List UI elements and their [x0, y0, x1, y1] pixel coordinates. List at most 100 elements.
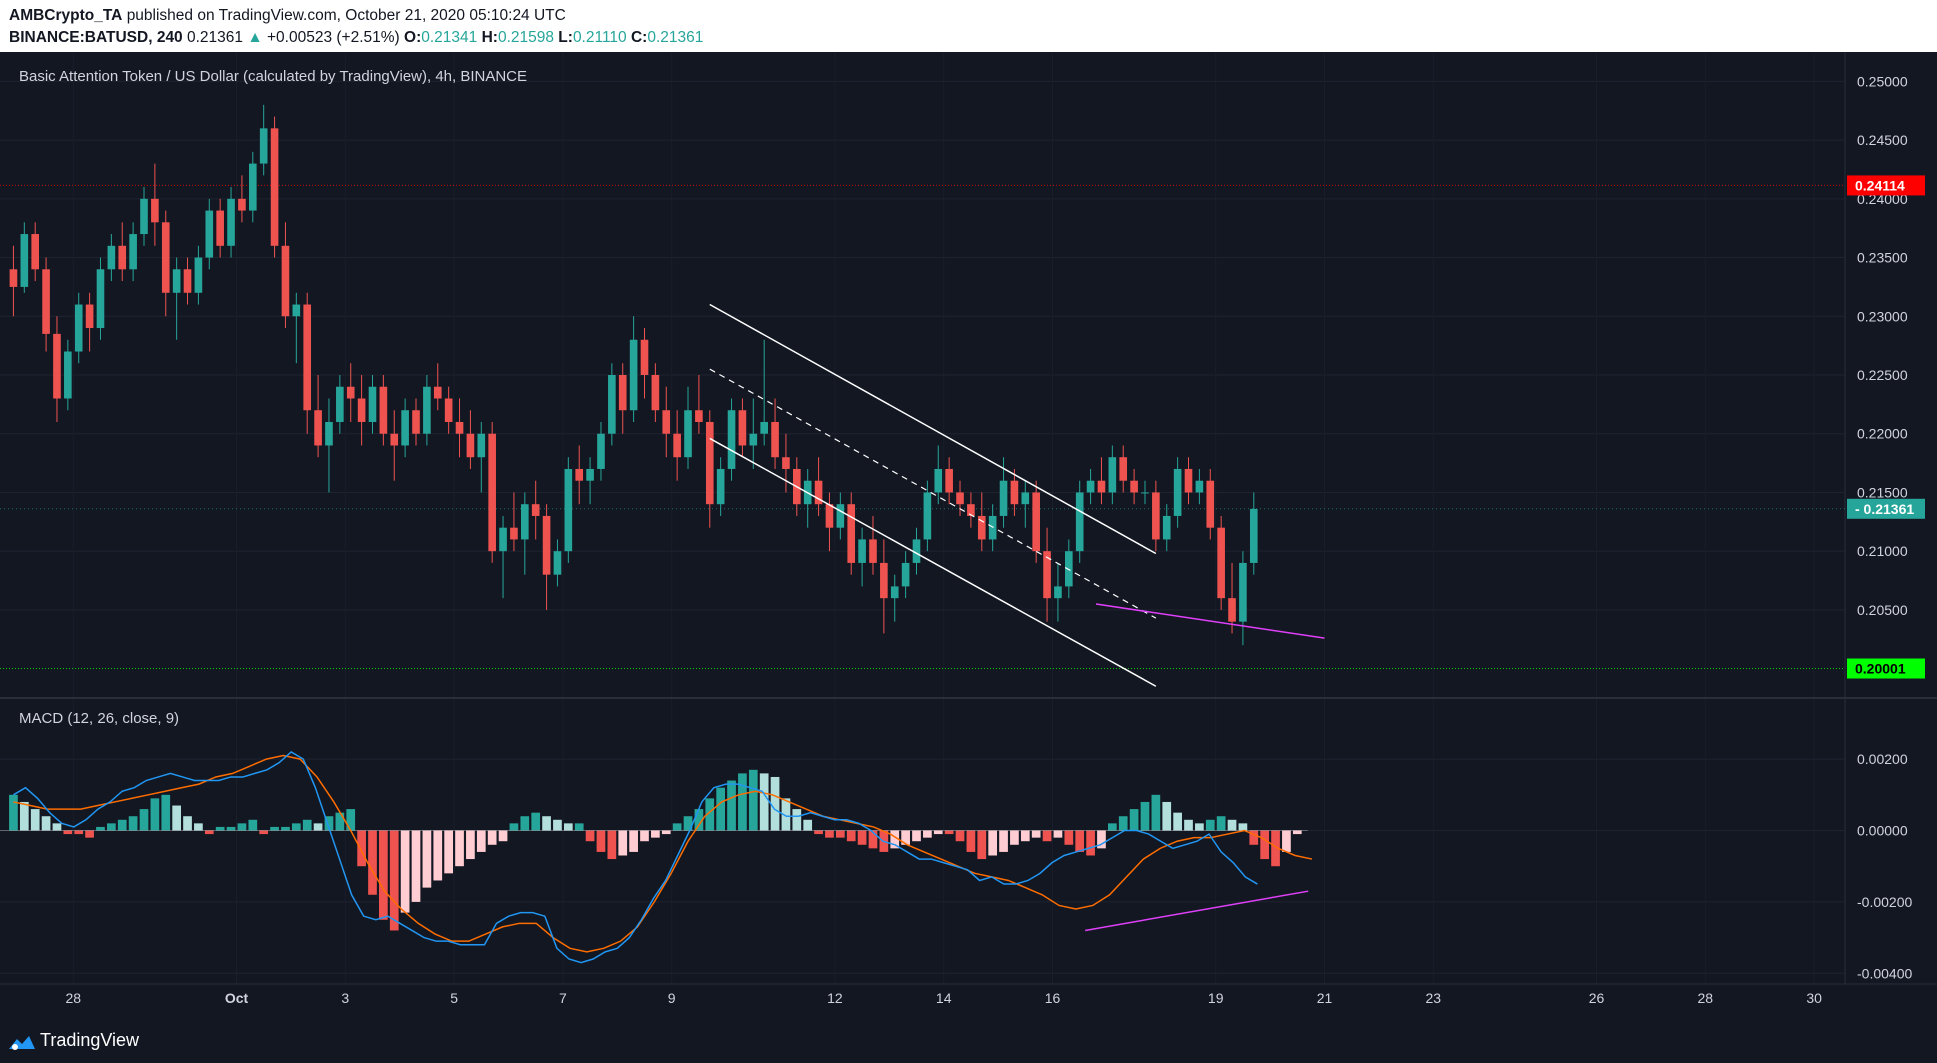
price-tick-label: 0.21000 [1857, 543, 1908, 559]
histogram-bar [1042, 830, 1052, 842]
candle-body [1108, 457, 1117, 493]
histogram-bar [117, 819, 127, 831]
candle-body [390, 433, 399, 446]
histogram-bar [411, 830, 421, 902]
histogram-bar [748, 769, 758, 831]
histogram-bar [661, 830, 671, 835]
candle-body [1119, 457, 1128, 481]
candle-body [684, 410, 692, 458]
price-tick-label: 0.23000 [1857, 308, 1908, 324]
support-badge [1847, 658, 1925, 679]
histogram-bar [1195, 823, 1204, 831]
candle-body [1086, 480, 1095, 493]
histogram-bar [563, 823, 573, 831]
footer-brand[interactable]: TradingView [40, 1030, 140, 1050]
author-name[interactable]: AMBCrypto_TA [9, 7, 123, 24]
histogram-bar [803, 819, 813, 831]
macd-axis[interactable]: 0.00200 0.00000 -0.00200 -0.00400 [1857, 751, 1912, 981]
histogram-bar [901, 830, 910, 845]
histogram-bar [618, 830, 628, 856]
candle-body [749, 433, 758, 446]
chart-canvas[interactable]: 0.250000.245000.240000.235000.230000.225… [0, 52, 1937, 1024]
low-label: L: [558, 29, 573, 46]
candle-body [1184, 468, 1193, 493]
signal-line [13, 754, 1313, 953]
candle-body [444, 398, 453, 422]
histogram-bar [890, 830, 900, 849]
price-tick-label: 0.22000 [1857, 426, 1908, 442]
histogram-bar [716, 787, 726, 831]
time-tick-label: 28 [65, 990, 81, 1006]
histogram-bar [1031, 830, 1041, 838]
histogram-bar [368, 830, 377, 895]
candle-body [107, 245, 116, 270]
candle-body [1173, 468, 1182, 516]
candle-body [379, 386, 388, 434]
candle-body [825, 504, 834, 528]
candles [9, 104, 1258, 646]
candle-body [575, 468, 584, 481]
histogram-bar [868, 830, 878, 849]
candle-body [1249, 508, 1258, 563]
histogram-bar [542, 816, 551, 831]
symbol-line: BINANCE:BATUSD, 240 0.21361 ▲ +0.00523 (… [9, 29, 703, 47]
histogram-bar [476, 830, 486, 852]
time-axis[interactable]: 28 Oct 3 5 7 9 12 14 16 19 21 23 26 28 30 [65, 990, 1822, 1006]
histogram-bar [1260, 830, 1270, 860]
histogram-bar [1271, 830, 1280, 867]
histogram-bar [194, 823, 203, 831]
histogram-bar [1097, 830, 1106, 849]
histogram-bar [237, 823, 247, 831]
histogram-bar [759, 773, 769, 831]
histogram-bar [281, 826, 290, 831]
close-label: C: [630, 29, 648, 46]
candle-body [521, 504, 529, 540]
time-tick-label: 30 [1806, 990, 1822, 1006]
histogram-bar [85, 830, 94, 838]
candle-body [967, 504, 975, 516]
histogram-bar [825, 830, 834, 838]
candle-body [597, 433, 605, 469]
histogram-bar [302, 819, 312, 831]
candle-body [368, 386, 377, 422]
open-value: 0.21341 [421, 29, 478, 46]
histogram-bar [955, 830, 965, 842]
candle-body [999, 480, 1008, 516]
histogram-bar [770, 776, 780, 831]
publish-header: AMBCrypto_TA published on TradingView.co… [0, 0, 1937, 52]
candle-body [760, 421, 768, 434]
price-axis[interactable]: 0.250000.245000.240000.235000.230000.225… [1857, 73, 1908, 618]
histogram-bar [1010, 830, 1019, 845]
histogram-bar [999, 830, 1008, 852]
histogram-bar [150, 798, 160, 831]
candle-body [1021, 492, 1030, 505]
candle-body [336, 386, 344, 422]
candle-body [85, 304, 94, 329]
histogram-bar [596, 830, 606, 852]
candle-body [705, 421, 714, 505]
candle-body [1065, 551, 1073, 587]
time-tick-label: 28 [1698, 990, 1714, 1006]
histogram-bar [335, 812, 345, 831]
histogram-bar [574, 823, 584, 831]
histogram-bar [857, 830, 867, 845]
candle-body [281, 245, 290, 317]
candle-body [412, 410, 420, 434]
time-tick-label: 16 [1045, 990, 1061, 1006]
histogram-bar [455, 830, 464, 867]
candle-body [488, 433, 496, 552]
histogram-bar [161, 794, 171, 831]
histogram-bar [1184, 819, 1193, 831]
tradingview-logo-icon[interactable] [7, 1033, 37, 1053]
candle-body [140, 198, 148, 235]
histogram-bar [433, 830, 443, 881]
candle-body [205, 210, 214, 258]
publish-line: AMBCrypto_TA published on TradingView.co… [9, 7, 566, 25]
histogram-bar [107, 823, 116, 831]
histogram-bar [1086, 830, 1095, 856]
candle-body [74, 304, 83, 352]
candle-body [303, 304, 312, 411]
candle-body [292, 304, 301, 317]
histogram-bar [52, 823, 62, 831]
histogram-bar [531, 812, 541, 831]
